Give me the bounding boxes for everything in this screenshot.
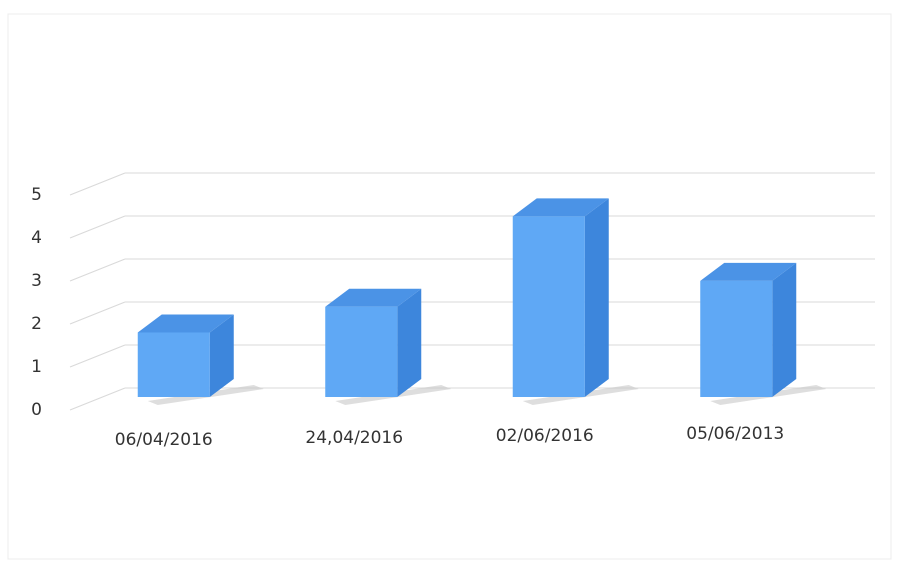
y-tick-label: 4 xyxy=(31,228,42,248)
grid-line xyxy=(69,387,126,411)
grid-line xyxy=(69,301,126,325)
grid-line xyxy=(69,258,126,282)
bar-top xyxy=(325,288,422,307)
bar-top xyxy=(700,262,797,281)
bar xyxy=(325,306,398,397)
bar-side xyxy=(397,288,422,397)
y-tick-label: 2 xyxy=(31,314,42,334)
grid-line xyxy=(69,215,126,239)
y-tick-label: 0 xyxy=(31,400,42,420)
grid-line xyxy=(69,172,126,196)
y-tick-label: 1 xyxy=(31,357,42,377)
bar xyxy=(512,216,585,397)
x-tick-label: 05/06/2013 xyxy=(686,424,784,444)
chart-frame xyxy=(7,13,892,560)
bar-side xyxy=(584,198,609,397)
x-tick-label: 06/04/2016 xyxy=(115,430,213,450)
x-tick-label: 24,04/2016 xyxy=(305,428,403,448)
bar-top xyxy=(137,314,234,333)
y-tick-label: 3 xyxy=(31,271,42,291)
bar xyxy=(700,280,773,397)
y-tick-label: 5 xyxy=(31,185,42,205)
bar-side xyxy=(772,262,797,397)
bar xyxy=(137,332,210,397)
bar-top xyxy=(512,198,609,217)
grid-line xyxy=(69,344,126,368)
bar-side xyxy=(209,314,234,397)
x-tick-label: 02/06/2016 xyxy=(496,426,594,446)
